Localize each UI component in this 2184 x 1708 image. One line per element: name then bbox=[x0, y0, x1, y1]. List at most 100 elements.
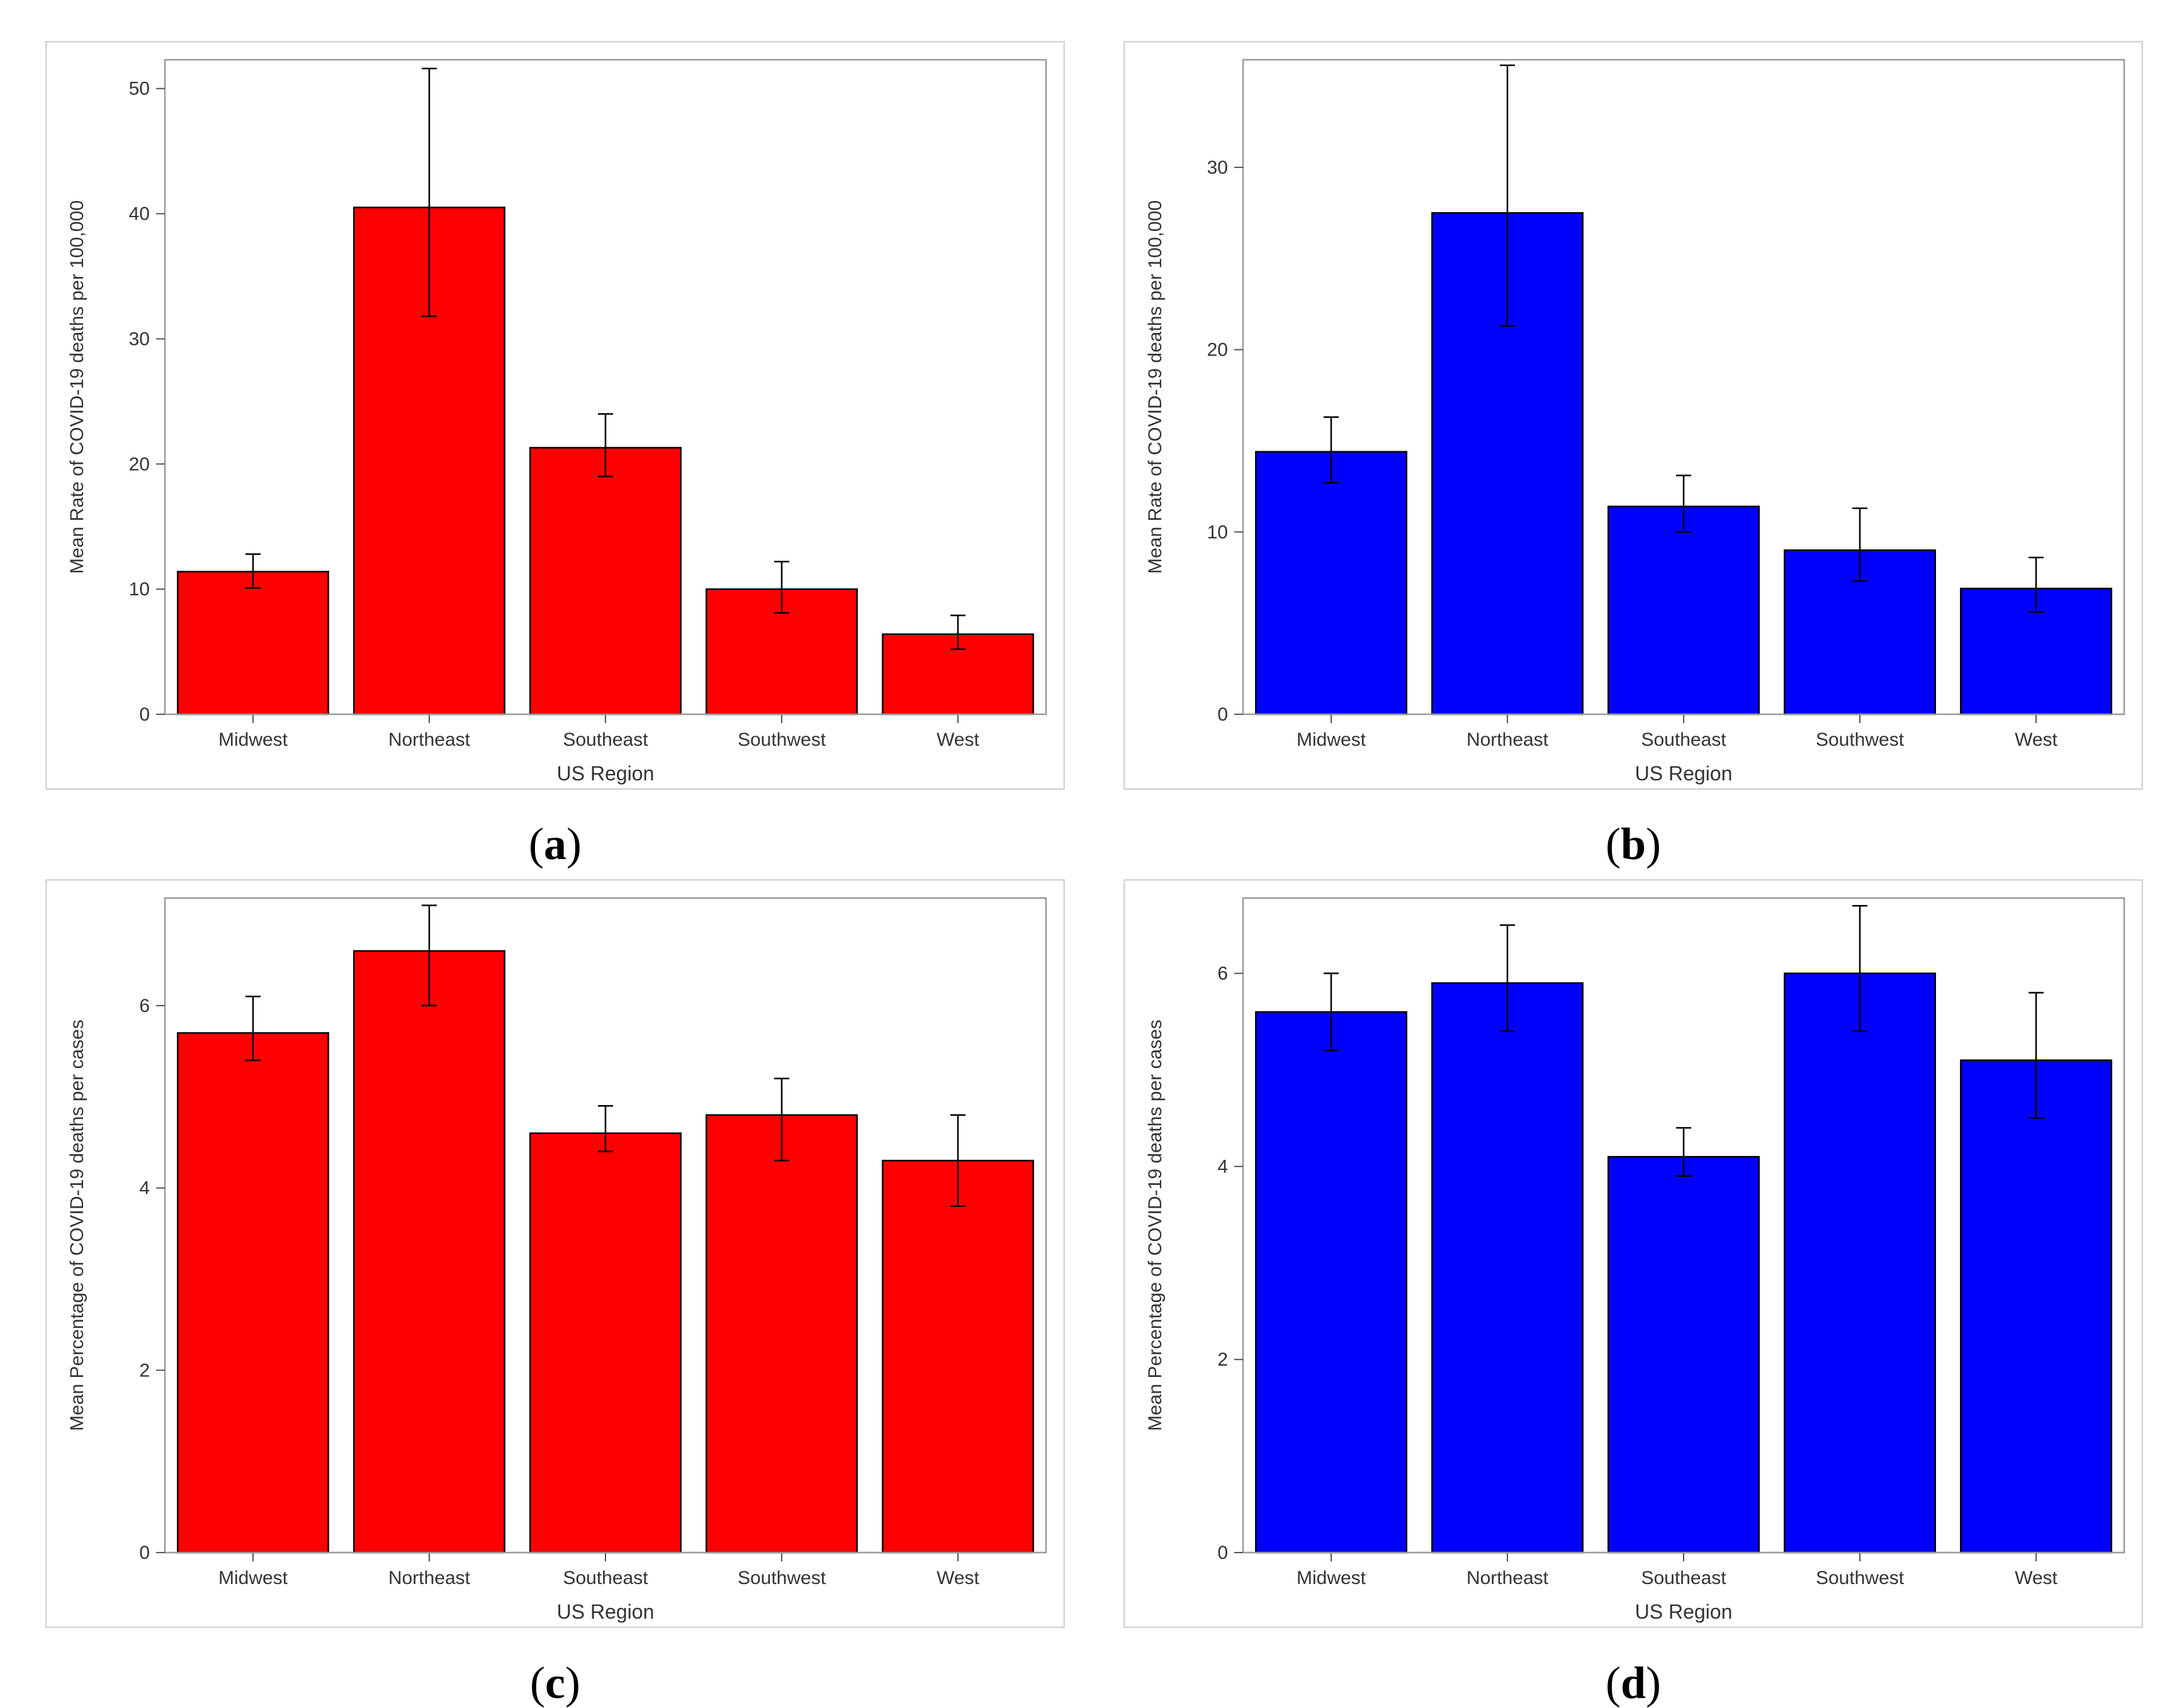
x-axis-label: US Region bbox=[1635, 1600, 1733, 1623]
plot-frame bbox=[164, 897, 1047, 1554]
x-tick-label: Southeast bbox=[563, 729, 648, 750]
x-tick-label: Midwest bbox=[218, 1568, 288, 1588]
error-bar-northeast bbox=[422, 904, 437, 1007]
x-tick-label: Midwest bbox=[218, 729, 288, 750]
caption-d: (d) bbox=[1605, 1658, 1661, 1708]
bar-midwest bbox=[177, 1032, 329, 1554]
error-bar-southeast bbox=[1676, 475, 1691, 533]
y-axis-label: Mean Percentage of COVID-19 deaths per c… bbox=[1145, 1020, 1166, 1431]
y-tick-label: 2 bbox=[1217, 1349, 1228, 1370]
bar-midwest bbox=[1255, 1011, 1407, 1554]
y-tick-label: 0 bbox=[139, 1542, 150, 1563]
y-tick-label: 2 bbox=[139, 1360, 150, 1381]
plot-frame bbox=[1242, 897, 2125, 1554]
y-tick-label: 6 bbox=[1217, 964, 1228, 984]
x-tick-label: Northeast bbox=[1466, 1568, 1549, 1588]
bar-northeast bbox=[1431, 982, 1584, 1554]
x-axis-label: US Region bbox=[557, 762, 655, 785]
plot-frame bbox=[1242, 59, 2125, 716]
caption-c-letter: c bbox=[545, 1658, 565, 1708]
x-tick-label: Southwest bbox=[738, 1568, 826, 1588]
error-bar-southwest bbox=[1852, 905, 1867, 1032]
bar-chart-d: Midwest Northeast Southeast Southwest West 0 2… bbox=[1123, 879, 2143, 1628]
y-axis-label: Mean Rate of COVID-19 deaths per 100,000 bbox=[1145, 200, 1166, 574]
bar-southwest bbox=[706, 1114, 858, 1554]
bar-west bbox=[882, 1159, 1034, 1554]
error-bar-southwest bbox=[774, 1077, 789, 1162]
error-bar-west bbox=[950, 614, 965, 650]
chart-panel-c: Midwest Northeast Southeast Southwest West 0 2… bbox=[45, 879, 1065, 1628]
bar-southeast bbox=[1607, 505, 1760, 716]
bar-northeast bbox=[353, 950, 505, 1554]
x-tick-label: Southeast bbox=[1641, 1568, 1726, 1588]
x-axis-label: US Region bbox=[1635, 762, 1733, 785]
y-tick-label: 10 bbox=[129, 579, 150, 600]
x-tick-label: Northeast bbox=[1466, 729, 1549, 750]
error-bar-midwest bbox=[245, 553, 261, 589]
bar-southwest bbox=[1784, 972, 1936, 1554]
y-tick-label: 6 bbox=[139, 996, 150, 1016]
y-tick-label: 40 bbox=[129, 204, 150, 225]
chart-panel-d: Midwest Northeast Southeast Southwest West 0 2… bbox=[1123, 879, 2143, 1628]
x-tick-label: West bbox=[937, 729, 979, 750]
y-tick-label: 0 bbox=[139, 704, 150, 725]
bar-west bbox=[1960, 1059, 2112, 1554]
caption-c: (c) bbox=[530, 1658, 580, 1708]
error-bar-west bbox=[2029, 556, 2044, 614]
error-bar-northeast bbox=[1500, 924, 1515, 1032]
x-tick-label: Midwest bbox=[1297, 1568, 1366, 1588]
error-bar-midwest bbox=[245, 996, 261, 1062]
error-bar-west bbox=[2029, 992, 2044, 1119]
y-tick-label: 30 bbox=[129, 329, 150, 349]
x-tick-label: Southeast bbox=[1641, 729, 1726, 750]
x-tick-label: Southwest bbox=[738, 729, 826, 750]
bar-chart-c: Midwest Northeast Southeast Southwest West 0 2… bbox=[45, 879, 1065, 1628]
caption-b-letter: b bbox=[1620, 819, 1646, 869]
bar-southeast bbox=[1607, 1155, 1760, 1554]
y-tick-label: 20 bbox=[129, 454, 150, 475]
x-tick-label: Southeast bbox=[563, 1568, 648, 1588]
y-tick-label: 0 bbox=[1217, 1542, 1228, 1563]
error-bar-southeast bbox=[598, 1105, 613, 1152]
y-axis-label: Mean Percentage of COVID-19 deaths per c… bbox=[67, 1020, 87, 1431]
bar-chart-b: Midwest Northeast Southeast Southwest West 0 1… bbox=[1123, 41, 2143, 790]
plot-frame bbox=[164, 59, 1047, 716]
error-bar-southeast bbox=[1676, 1126, 1691, 1177]
caption-a-letter: a bbox=[544, 819, 566, 869]
error-bar-west bbox=[950, 1114, 965, 1207]
y-tick-label: 20 bbox=[1207, 340, 1228, 361]
y-tick-label: 4 bbox=[1217, 1156, 1228, 1177]
error-bar-southwest bbox=[1852, 507, 1867, 582]
chart-panel-a: Midwest Northeast Southeast Southwest West 0 1… bbox=[45, 41, 1065, 790]
caption-b: (b) bbox=[1605, 819, 1661, 869]
error-bar-southeast bbox=[598, 413, 613, 478]
y-tick-label: 30 bbox=[1207, 157, 1228, 178]
bar-chart-a: Midwest Northeast Southeast Southwest West 0 1… bbox=[45, 41, 1065, 790]
x-tick-label: West bbox=[2015, 1568, 2057, 1588]
y-tick-label: 10 bbox=[1207, 522, 1228, 542]
caption-d-letter: d bbox=[1620, 1658, 1646, 1708]
bar-southeast bbox=[529, 1132, 682, 1554]
error-bar-midwest bbox=[1324, 416, 1339, 484]
y-tick-label: 50 bbox=[129, 79, 150, 99]
error-bar-northeast bbox=[1500, 64, 1515, 327]
x-axis-label: US Region bbox=[557, 1600, 655, 1623]
bar-midwest bbox=[1255, 451, 1407, 716]
x-tick-label: Southwest bbox=[1816, 729, 1905, 750]
x-tick-label: Southwest bbox=[1816, 1568, 1905, 1588]
bar-midwest bbox=[177, 571, 329, 716]
x-tick-label: Midwest bbox=[1297, 729, 1366, 750]
y-tick-label: 0 bbox=[1217, 704, 1228, 725]
bar-southeast bbox=[529, 447, 682, 716]
x-tick-label: West bbox=[2015, 729, 2057, 750]
x-tick-label: Northeast bbox=[388, 729, 471, 750]
caption-a: (a) bbox=[529, 819, 582, 869]
chart-panel-b: Midwest Northeast Southeast Southwest West 0 1… bbox=[1123, 41, 2143, 790]
y-axis-label: Mean Rate of COVID-19 deaths per 100,000 bbox=[67, 200, 87, 574]
error-bar-midwest bbox=[1324, 972, 1339, 1052]
error-bar-northeast bbox=[422, 67, 437, 317]
error-bar-southwest bbox=[774, 561, 789, 614]
x-tick-label: Northeast bbox=[388, 1568, 471, 1588]
y-tick-label: 4 bbox=[139, 1178, 150, 1199]
x-tick-label: West bbox=[937, 1568, 979, 1588]
